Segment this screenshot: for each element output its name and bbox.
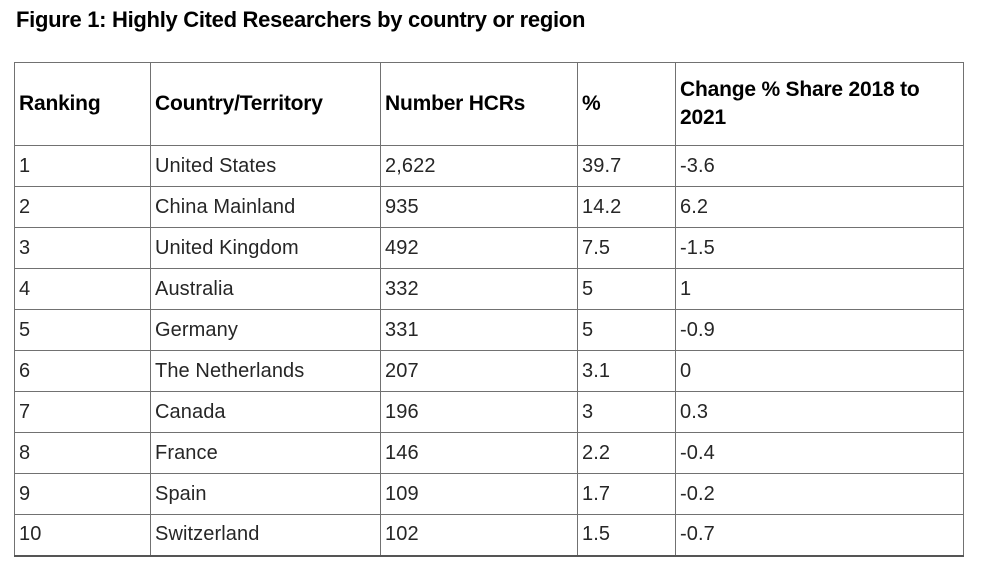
table-cell: 0 (675, 350, 964, 392)
table-cell: 5 (577, 268, 676, 310)
table-cell: 102 (380, 514, 578, 557)
table-cell: -0.7 (675, 514, 964, 557)
table-row: 3 United Kingdom 492 7.5 -1.5 (14, 227, 964, 269)
column-header: Change % Share 2018 to 2021 (675, 62, 964, 146)
table-cell: 3 (577, 391, 676, 433)
table-cell: 1 (675, 268, 964, 310)
table-row: 9 Spain 109 1.7 -0.2 (14, 473, 964, 515)
table-cell: 9 (14, 473, 151, 515)
column-header: Country/Territory (150, 62, 381, 146)
figure-title: Figure 1: Highly Cited Researchers by co… (16, 7, 586, 32)
table-cell: Switzerland (150, 514, 381, 557)
table-cell: 331 (380, 309, 578, 351)
table-row: 7 Canada 196 3 0.3 (14, 391, 964, 433)
table-row: 6 The Netherlands 207 3.1 0 (14, 350, 964, 392)
table-cell: 1.5 (577, 514, 676, 557)
table-cell: 2.2 (577, 432, 676, 474)
table-cell: -1.5 (675, 227, 964, 269)
table-row: 4 Australia 332 5 1 (14, 268, 964, 310)
table-cell: 10 (14, 514, 151, 557)
table-cell: 2,622 (380, 145, 578, 187)
table-cell: 492 (380, 227, 578, 269)
table-cell: 2 (14, 186, 151, 228)
table-cell: 5 (14, 309, 151, 351)
table-cell: 332 (380, 268, 578, 310)
table-cell: United States (150, 145, 381, 187)
table-cell: China Mainland (150, 186, 381, 228)
table-cell: 7 (14, 391, 151, 433)
table-row: 5 Germany 331 5 -0.9 (14, 309, 964, 351)
table-cell: Canada (150, 391, 381, 433)
header-row: Ranking Country/Territory Number HCRs% Chan… (14, 62, 964, 146)
table-cell: The Netherlands (150, 350, 381, 392)
table-body: 1 United States 2,622 39.7 -3.6 2 China Mainla… (14, 145, 964, 557)
table-cell: 6.2 (675, 186, 964, 228)
table-cell: 1 (14, 145, 151, 187)
table-row: 1 United States 2,622 39.7 -3.6 (14, 145, 964, 187)
table-header: Ranking Country/Territory Number HCRs% Chan… (14, 62, 964, 146)
hcr-table: Ranking Country/Territory Number HCRs% Chan… (14, 62, 964, 557)
table-cell: Australia (150, 268, 381, 310)
column-header: Ranking (14, 62, 151, 146)
table-cell: -0.2 (675, 473, 964, 515)
table-row: 2 China Mainland 935 14.2 6.2 (14, 186, 964, 228)
table-row: 8 France 146 2.2 -0.4 (14, 432, 964, 474)
column-header: Number HCRs (380, 62, 578, 146)
table-cell: 8 (14, 432, 151, 474)
table-cell: 4 (14, 268, 151, 310)
column-header: % (577, 62, 676, 146)
table-cell: Spain (150, 473, 381, 515)
table-cell: 109 (380, 473, 578, 515)
table-cell: -0.9 (675, 309, 964, 351)
table-cell: Germany (150, 309, 381, 351)
table-cell: -3.6 (675, 145, 964, 187)
table-cell: 5 (577, 309, 676, 351)
table-cell: 1.7 (577, 473, 676, 515)
table-cell: United Kingdom (150, 227, 381, 269)
table-row: 10 Switzerland 102 1.5 -0.7 (14, 514, 964, 557)
table-cell: 0.3 (675, 391, 964, 433)
table-cell: 6 (14, 350, 151, 392)
table-cell: 7.5 (577, 227, 676, 269)
table-cell: 935 (380, 186, 578, 228)
table-cell: 146 (380, 432, 578, 474)
table-cell: 14.2 (577, 186, 676, 228)
table-cell: 207 (380, 350, 578, 392)
table-cell: 3 (14, 227, 151, 269)
table-cell: France (150, 432, 381, 474)
table-cell: 39.7 (577, 145, 676, 187)
table-cell: 3.1 (577, 350, 676, 392)
table-cell: 196 (380, 391, 578, 433)
table-cell: -0.4 (675, 432, 964, 474)
